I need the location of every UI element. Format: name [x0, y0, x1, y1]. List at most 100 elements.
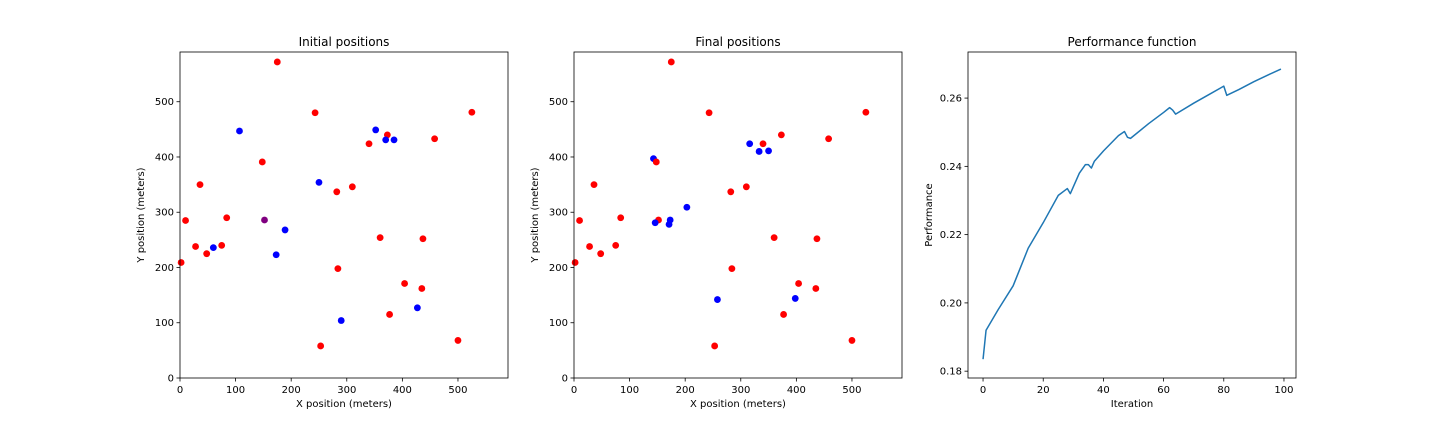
x-axis-label: Iteration — [1111, 399, 1153, 410]
scatter-point-red — [848, 337, 856, 344]
scatter-point-red — [597, 250, 605, 258]
x-tick-label: 400 — [393, 385, 412, 396]
scatter-point-red — [728, 265, 736, 272]
x-axis-label: X position (meters) — [690, 399, 786, 410]
scatter-point-blue — [755, 148, 763, 155]
scatter-point-blue — [683, 203, 691, 211]
x-tick-label: 40 — [1097, 385, 1110, 396]
x-tick-label: 200 — [282, 385, 301, 396]
performance-function-chart: Performance function Iteration Performance… — [924, 35, 1297, 410]
scatter-point-blue — [209, 244, 217, 252]
y-tick-label: 200 — [155, 263, 174, 274]
scatter-point-blue — [651, 219, 659, 227]
y-tick-label: 0.24 — [940, 162, 962, 173]
x-axis-label: X position (meters) — [296, 399, 392, 410]
x-tick-label: 300 — [337, 385, 356, 396]
chart-title: Final positions — [695, 35, 780, 49]
scatter-point-blue — [272, 251, 280, 259]
scatter-point-red — [812, 285, 820, 292]
x-tick-label: 100 — [620, 385, 639, 396]
scatter-point-blue — [236, 127, 243, 135]
scatter-point-red — [182, 217, 189, 224]
scatter-point-red — [617, 214, 625, 222]
scatter-point-red — [317, 342, 325, 350]
final-positions-chart: Final positions X position (meters) Y posi… — [530, 35, 903, 410]
scatter-point-red — [386, 311, 393, 318]
scatter-point-red — [376, 234, 384, 242]
scatter-point-red — [571, 259, 579, 266]
y-tick-label: 500 — [549, 97, 568, 108]
scatter-point-red — [348, 183, 356, 191]
chart-title: Initial positions — [299, 35, 390, 49]
scatter-point-red — [311, 109, 319, 117]
x-tick-label: 20 — [1037, 385, 1050, 396]
scatter-point-red — [795, 280, 802, 287]
scatter-point-red — [419, 235, 427, 243]
y-tick-label: 500 — [155, 97, 174, 108]
x-tick-label: 500 — [448, 385, 467, 396]
x-tick-label: 0 — [980, 385, 986, 396]
y-axis-label: Performance — [924, 183, 935, 246]
y-tick-label: 400 — [155, 152, 174, 163]
scatter-point-red — [652, 158, 660, 166]
scatter-point-red — [612, 241, 620, 249]
scatter-point-red — [203, 250, 211, 258]
scatter-point-red — [727, 188, 735, 196]
chart-title: Performance function — [1068, 35, 1197, 49]
scatter-point-red — [742, 183, 750, 191]
y-tick-label: 100 — [549, 318, 568, 329]
scatter-point-red — [667, 58, 675, 66]
x-tick-label: 100 — [226, 385, 245, 396]
axes-frame — [179, 51, 509, 379]
scatter-point-red — [711, 342, 719, 350]
y-tick-label: 0.18 — [940, 367, 962, 378]
y-tick-label: 300 — [155, 208, 174, 219]
scatter-point-red — [759, 140, 767, 148]
axes-frame — [967, 51, 1297, 379]
scatter-point-blue — [791, 295, 799, 302]
scatter-point-purple — [261, 216, 268, 224]
x-tick-label: 0 — [177, 385, 183, 396]
scatter-point-red — [431, 135, 439, 143]
scatter-point-red — [770, 234, 778, 242]
performance-line — [982, 68, 1282, 360]
scatter-point-red — [218, 241, 226, 249]
scatter-point-red — [576, 217, 583, 224]
y-tick-label: 0 — [562, 374, 568, 385]
scatter-point-blue — [665, 220, 673, 228]
scatter-point-blue — [413, 304, 421, 312]
scatter-point-red — [454, 337, 462, 344]
x-tick-label: 0 — [571, 385, 577, 396]
y-axis-label: Y position (meters) — [530, 167, 541, 263]
scatter-point-red — [586, 243, 593, 250]
scatter-point-red — [825, 135, 833, 143]
y-tick-label: 0.20 — [940, 298, 962, 309]
scatter-point-blue — [382, 136, 390, 144]
scatter-point-red — [813, 235, 821, 243]
y-tick-label: 200 — [549, 263, 568, 274]
scatter-point-red — [777, 131, 785, 139]
y-tick-label: 0 — [168, 374, 174, 385]
scatter-point-red — [196, 181, 204, 189]
scatter-point-blue — [315, 179, 323, 186]
scatter-point-blue — [390, 136, 398, 144]
initial-positions-chart: Initial positions X position (meters) Y po… — [136, 35, 509, 410]
scatter-point-red — [705, 109, 713, 117]
scatter-point-red — [333, 188, 341, 196]
scatter-point-blue — [746, 140, 754, 148]
axes-frame — [573, 51, 903, 379]
y-tick-label: 400 — [549, 152, 568, 163]
y-tick-label: 100 — [155, 318, 174, 329]
x-tick-label: 300 — [731, 385, 750, 396]
scatter-point-red — [862, 108, 870, 116]
scatter-point-blue — [337, 317, 345, 324]
scatter-point-blue — [765, 147, 772, 155]
scatter-point-blue — [714, 296, 721, 303]
scatter-point-red — [192, 243, 199, 250]
y-tick-label: 0.26 — [940, 94, 962, 105]
scatter-point-red — [365, 140, 373, 148]
y-tick-label: 0.22 — [940, 230, 962, 241]
scatter-point-red — [223, 214, 231, 222]
scatter-point-blue — [372, 126, 380, 134]
